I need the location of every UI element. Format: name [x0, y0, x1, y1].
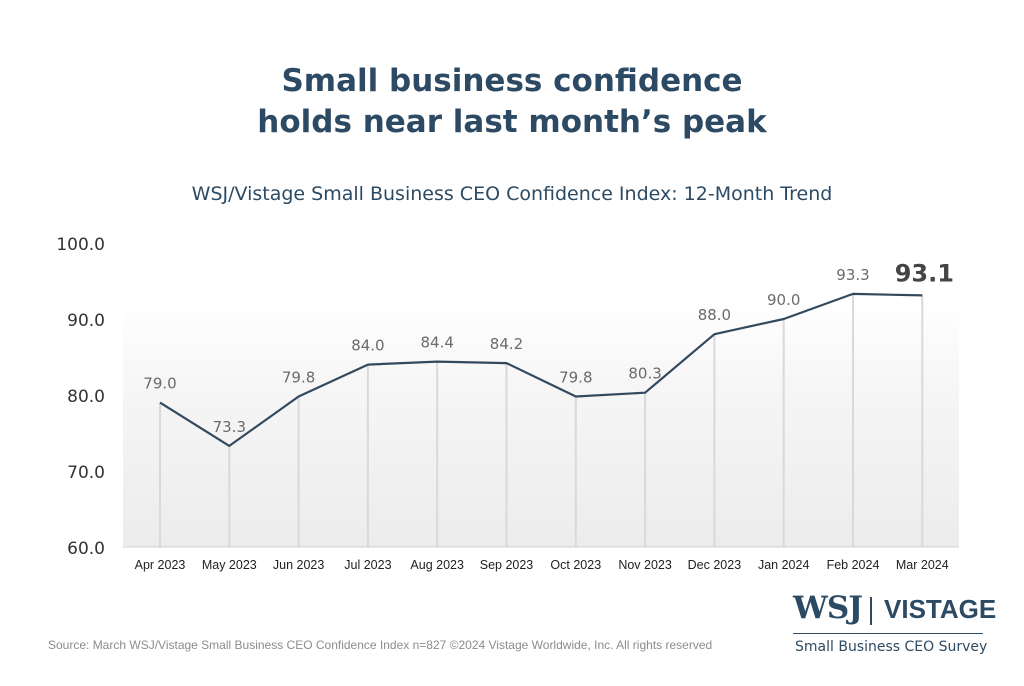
x-tick-label: Dec 2023 [688, 558, 742, 572]
data-label: 84.0 [351, 337, 384, 355]
headline-line-2: holds near last month’s peak [257, 104, 767, 140]
logo-vistage-text: VISTAGE [884, 594, 997, 624]
x-tick-label: Feb 2024 [827, 558, 880, 572]
data-label: 88.0 [698, 306, 731, 324]
x-tick-label: Nov 2023 [618, 558, 672, 572]
x-tick-label: Sep 2023 [480, 558, 534, 572]
plot-background [123, 300, 959, 547]
x-tick-label: Jul 2023 [344, 558, 391, 572]
y-tick-label: 100.0 [56, 235, 105, 255]
logo-underline [793, 633, 983, 634]
x-tick-label: Aug 2023 [410, 558, 464, 572]
data-label: 93.1 [895, 259, 954, 287]
logo-divider [870, 597, 872, 625]
y-tick-label: 60.0 [67, 539, 105, 559]
x-tick-label: Mar 2024 [896, 558, 949, 572]
logo-wsj-text: WSJ [793, 590, 863, 626]
x-tick-label: Jun 2023 [273, 558, 324, 572]
data-label: 84.4 [420, 334, 453, 352]
series-line [159, 292, 923, 447]
y-tick-label: 70.0 [67, 463, 105, 483]
data-label: 79.8 [559, 369, 592, 387]
source-note: Source: March WSJ/Vistage Small Business… [48, 638, 713, 652]
data-label: 84.2 [490, 335, 523, 353]
data-label: 80.3 [628, 365, 661, 383]
chart-title: WSJ/Vistage Small Business CEO Confidenc… [191, 183, 833, 205]
y-tick-label: 90.0 [67, 311, 105, 331]
data-label: 93.3 [836, 266, 869, 284]
data-label: 90.0 [767, 291, 800, 309]
data-label: 79.0 [143, 375, 176, 393]
x-tick-label: Oct 2023 [550, 558, 601, 572]
x-tick-label: May 2023 [202, 558, 257, 572]
x-tick-label: Jan 2024 [758, 558, 809, 572]
data-label: 79.8 [282, 369, 315, 387]
logo-tagline: Small Business CEO Survey [795, 639, 988, 655]
y-tick-label: 80.0 [67, 387, 105, 407]
headline-line-1: Small business confidence [281, 63, 743, 99]
data-label: 73.3 [213, 418, 246, 436]
x-tick-label: Apr 2023 [135, 558, 186, 572]
